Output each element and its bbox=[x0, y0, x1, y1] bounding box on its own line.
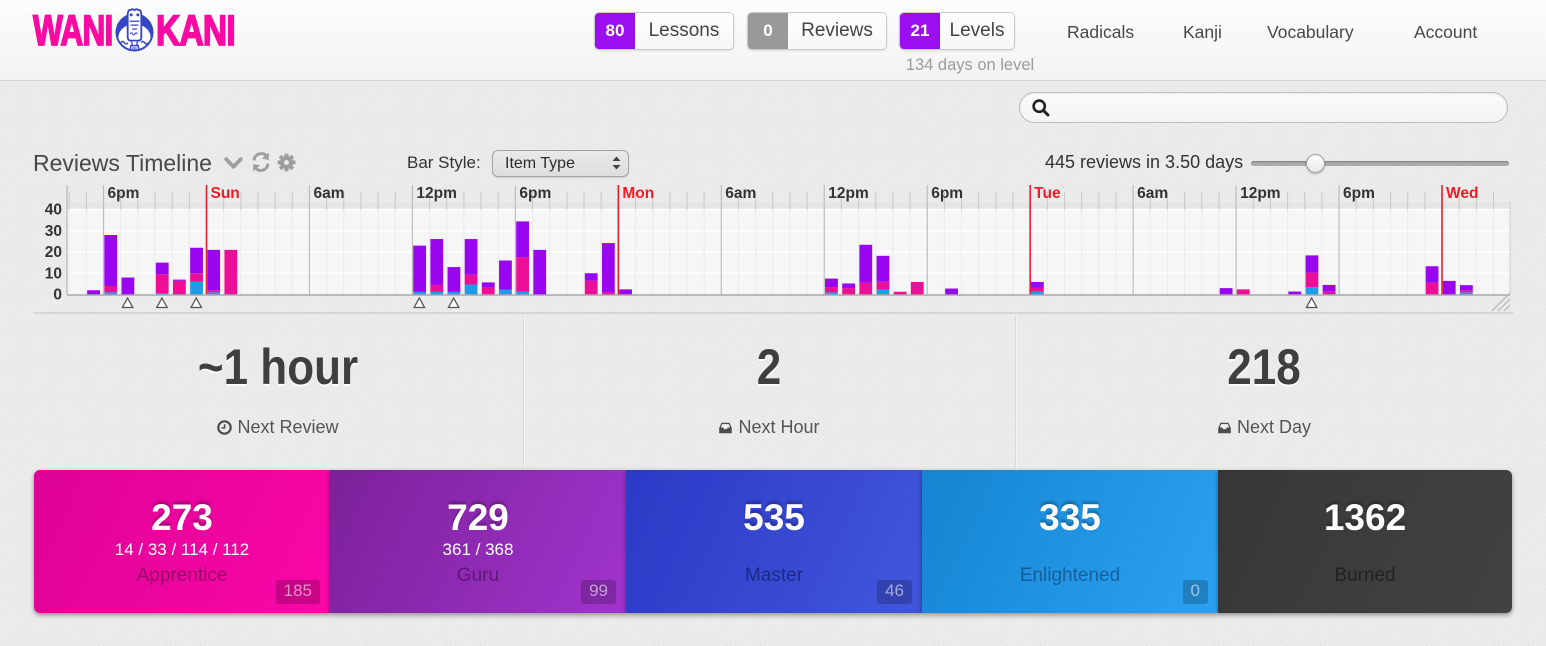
svg-text:6pm: 6pm bbox=[108, 185, 140, 202]
svg-text:Tue: Tue bbox=[1034, 185, 1061, 202]
svg-text:12pm: 12pm bbox=[416, 185, 457, 202]
svg-text:12pm: 12pm bbox=[828, 185, 869, 202]
svg-text:40: 40 bbox=[45, 202, 62, 219]
svg-text:10: 10 bbox=[45, 265, 62, 282]
svg-text:12pm: 12pm bbox=[1240, 185, 1281, 202]
svg-text:30: 30 bbox=[45, 223, 62, 240]
svg-text:6pm: 6pm bbox=[519, 185, 551, 202]
svg-text:Wed: Wed bbox=[1446, 185, 1478, 202]
svg-text:6am: 6am bbox=[725, 185, 756, 202]
svg-text:Mon: Mon bbox=[622, 185, 654, 202]
svg-text:Sun: Sun bbox=[211, 185, 240, 202]
svg-text:0: 0 bbox=[53, 287, 62, 304]
svg-text:6am: 6am bbox=[1137, 185, 1168, 202]
svg-text:6am: 6am bbox=[313, 185, 344, 202]
svg-text:6pm: 6pm bbox=[931, 185, 963, 202]
svg-text:6pm: 6pm bbox=[1343, 185, 1375, 202]
svg-text:20: 20 bbox=[45, 244, 62, 261]
